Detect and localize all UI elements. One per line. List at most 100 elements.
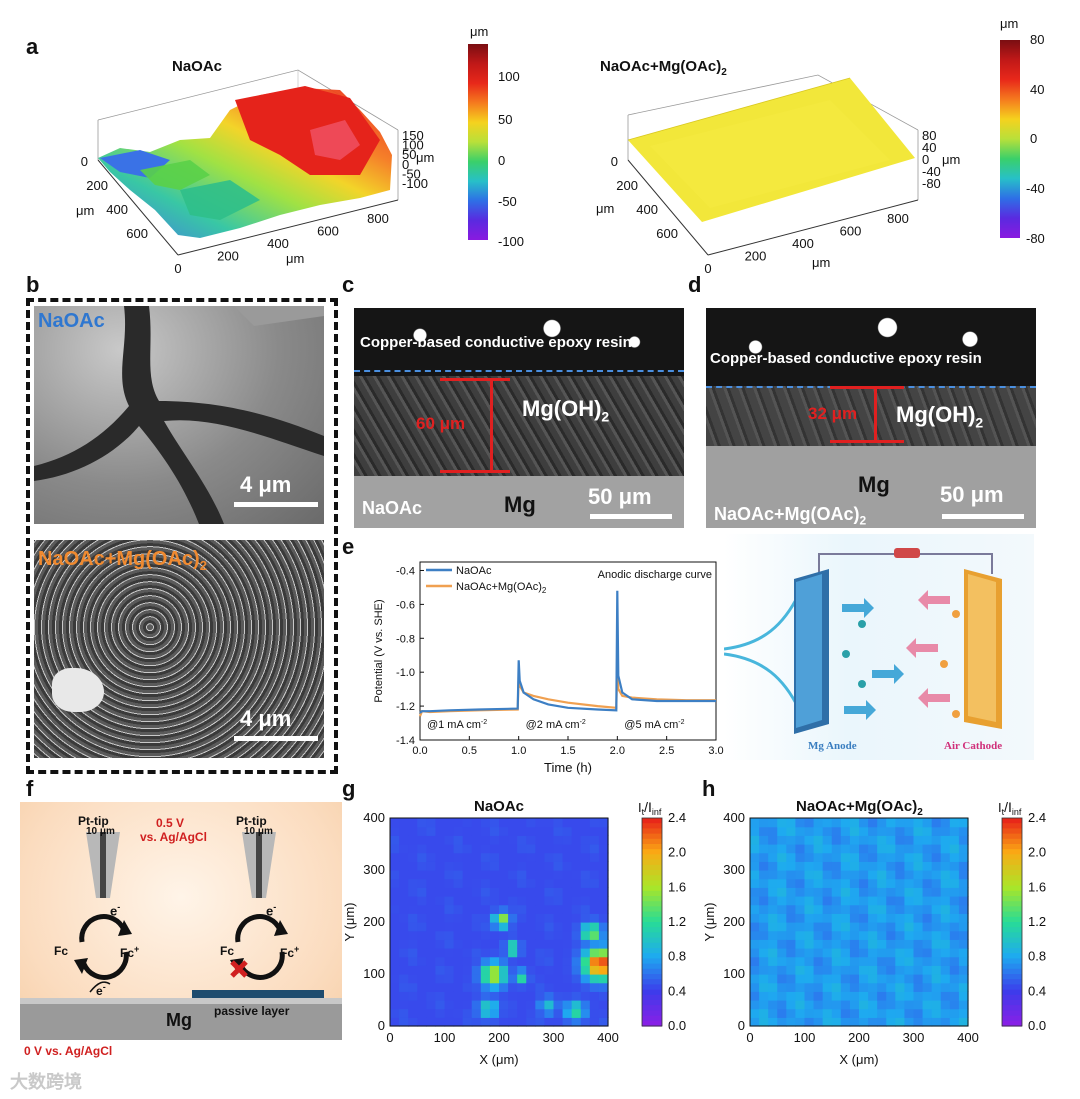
g-cell [589,818,600,828]
g-cell [471,861,482,871]
h-cell [940,930,951,940]
g-cell [553,887,564,897]
h-cell [859,939,869,949]
g-cell [408,922,418,932]
h-colorbar-step [1002,948,1022,954]
h-colorbar-step [1002,818,1022,824]
h-cell [877,818,887,828]
h-cell [958,878,969,888]
g-colorbar-step [642,890,662,897]
a-right-ytick-0: 0 [611,154,618,169]
h-cell [750,991,760,1001]
g-cell [399,870,409,880]
h-colorbar-step [1002,880,1022,887]
h-cell [768,922,778,932]
h-cell [795,904,806,914]
g-cell [435,965,446,975]
g-cell [544,818,555,828]
g-cell [517,835,527,845]
g-cell [480,878,491,888]
g-cell [508,1017,518,1027]
g-cell [399,965,409,975]
h-cell [886,1017,896,1027]
g-cell [571,1017,582,1027]
g-cell [489,965,500,975]
h-cell [804,878,815,888]
h-cell [940,826,951,836]
h-cell [913,904,924,914]
h-cell [940,956,951,966]
h-colorbar-frame [1001,817,1023,1027]
g-cell [462,948,473,958]
g-cbar-tick-1: 2.0 [668,845,686,860]
h-cell [949,1008,960,1018]
b-bottom-scale: 4 μm [240,706,292,731]
g-cell [489,1017,500,1027]
g-cell [508,835,518,845]
g-cell [390,930,400,940]
h-cell [840,896,851,906]
h-cell [777,1017,787,1027]
h-cell [768,913,778,923]
h-cell [886,852,896,862]
h-colorbar-step [1002,885,1022,892]
h-cell [922,965,933,975]
h-cell [777,826,787,836]
g-cell [444,948,455,958]
g-cell [408,878,418,888]
g-cell [598,861,609,871]
h-cell [813,826,824,836]
e-xtick-6: 3.0 [708,745,723,757]
g-xtick-3: 300 [543,1030,565,1045]
h-cell [922,852,933,862]
g-cbar-tick-6: 0.0 [668,1018,686,1033]
h-cell [877,965,887,975]
h-cell [958,930,969,940]
g-cell [544,878,555,888]
g-colorbar-step [642,994,662,1001]
h-cell [859,956,869,966]
g-cell [571,1000,582,1010]
h-cell [904,826,915,836]
h-cell [877,982,887,992]
h-cell [831,1017,842,1027]
g-cell [580,974,591,984]
h-cell [949,818,960,828]
g-cell [399,948,409,958]
g-cell [480,852,491,862]
g-cell [408,835,418,845]
h-cell [795,878,806,888]
a-right-ztick-1: 40 [922,140,936,155]
g-cell [517,818,527,828]
g-cell [526,948,536,958]
h-cell [895,982,906,992]
h-cell [913,991,924,1001]
h-colorbar-step [1002,833,1022,840]
h-cell [949,922,960,932]
h-cell [931,852,942,862]
h-cell [859,1000,869,1010]
g-cell [399,852,409,862]
h-cell [786,991,797,1001]
g-cell [499,1017,509,1027]
h-cell [940,948,951,958]
h-cell [895,818,906,828]
h-cell [813,982,824,992]
g-cell [544,896,555,906]
h-cell [840,939,851,949]
g-cell [480,956,491,966]
g-cell [489,861,500,871]
h-cell [868,904,878,914]
g-colorbar-step [642,849,662,855]
h-cell [868,826,878,836]
a-left-ztick-4: -50 [402,166,421,181]
h-ytick-4: 400 [723,810,745,825]
g-cell [390,922,400,932]
g-cell [480,965,491,975]
g-cell [408,826,418,836]
h-cell [786,913,797,923]
g-frame [389,817,609,1027]
h-cell [795,930,806,940]
g-cell [526,861,536,871]
g-cell [589,904,600,914]
